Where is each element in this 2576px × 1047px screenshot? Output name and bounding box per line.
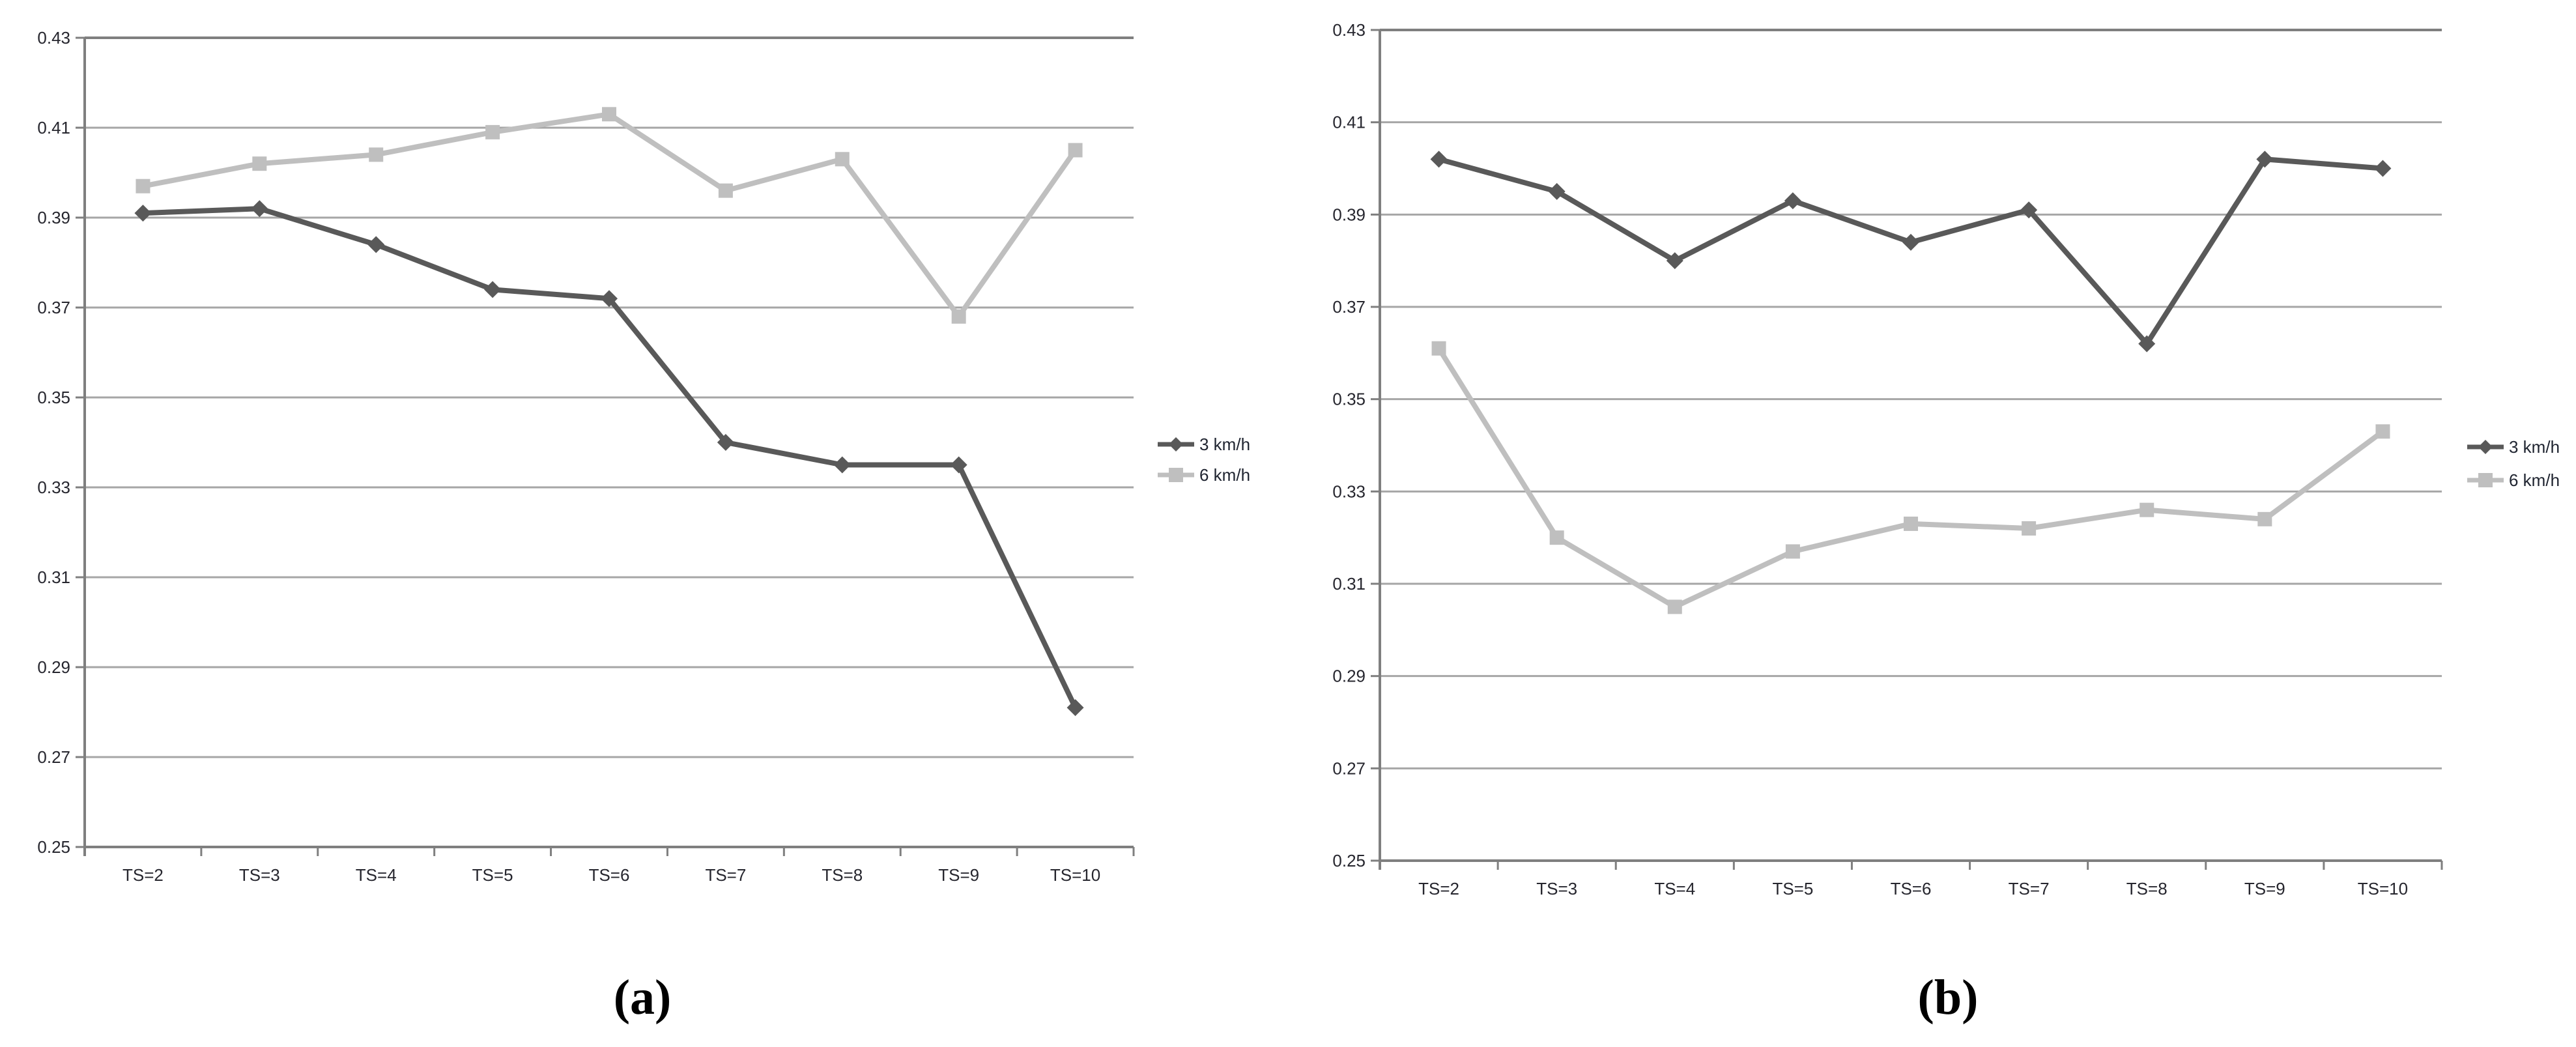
data-point-marker-diamond [833,456,851,474]
legend-label: 6 km/h [1199,465,1250,485]
data-point-marker-diamond [1066,699,1084,717]
legend-marker-diamond [2478,440,2493,454]
chart-b-canvas: 0.43 0.41 0.39 0.37 0.35 0.33 0.31 0.29 0.27 0.25… [1332,20,2560,898]
series-line-3-km-h [1438,156,2383,349]
y-axis-tick-label: 0.29 [1332,667,1366,686]
y-axis-tick-label: 0.25 [37,837,70,857]
chart-b-caption: (b) [1918,970,1979,1025]
data-point-marker-square [1549,530,1564,545]
y-axis-tick-label: 0.29 [37,657,70,677]
data-point-marker-square [718,183,733,198]
y-axis-tick-label: 0.31 [1332,574,1366,594]
data-point-marker-square [2140,502,2154,517]
x-axis-tick-label: TS=2 [1418,879,1459,898]
x-axis-tick-label: TS=7 [705,865,746,885]
data-point-marker-square [835,152,850,167]
legend-marker-diamond [1169,437,1183,452]
data-point-marker-diamond [1548,182,1566,200]
y-axis-tick-label: 0.35 [37,388,70,407]
data-point-marker-diamond [1902,233,1919,251]
y-axis-tick-label: 0.27 [1332,758,1366,778]
y-axis-tick-label: 0.27 [37,747,70,767]
y-axis-tick-label: 0.43 [37,28,70,48]
data-point-marker-diamond [1430,151,1448,168]
data-point-marker-diamond [367,236,385,253]
data-point-marker-square [369,147,384,162]
data-point-marker-square [136,179,150,194]
data-point-marker-diamond [1666,252,1683,270]
x-axis-tick-label: TS=10 [2358,879,2408,898]
data-point-marker-square [1068,143,1083,158]
data-point-marker-diamond [2020,201,2038,219]
series-line-6-km-h [1437,347,2384,610]
legend-label: 3 km/h [1199,435,1250,454]
y-axis-tick-label: 0.41 [1332,113,1366,132]
data-point-marker-square [2022,521,2037,536]
y-axis-tick-label: 0.39 [37,208,70,227]
y-axis-tick-label: 0.41 [37,118,70,137]
legend-label: 6 km/h [2509,470,2560,490]
y-axis-tick-label: 0.33 [37,478,70,497]
data-point-marker-diamond [950,456,967,474]
chart-a: 0.43 0.41 0.39 0.37 0.35 0.33 0.31 0.29 0.27 0.25… [37,28,1250,1025]
y-axis-tick-label: 0.37 [1332,297,1366,317]
data-point-marker-square [602,107,616,122]
x-axis-tick-label: TS=6 [589,865,630,885]
x-axis-tick-label: TS=5 [1772,879,1813,898]
chart-a-caption: (a) [614,970,672,1025]
data-point-marker-diamond [134,205,152,222]
x-axis-tick-label: TS=6 [1891,879,1932,898]
x-axis-tick-label: TS=9 [2244,879,2285,898]
data-point-marker-square [1904,516,1918,531]
x-axis-tick-label: TS=8 [822,865,863,885]
data-point-marker-square [951,309,966,324]
chart-a-canvas: 0.43 0.41 0.39 0.37 0.35 0.33 0.31 0.29 0.27 0.25… [37,28,1250,885]
legend-label: 3 km/h [2509,437,2560,457]
data-point-marker-diamond [2374,160,2392,177]
data-point-marker-diamond [717,434,734,451]
legend-marker-square [2478,473,2493,487]
x-axis-tick-label: TS=5 [472,865,513,885]
chart-b: 0.43 0.41 0.39 0.37 0.35 0.33 0.31 0.29 0.27 0.25… [1332,20,2560,1025]
y-axis-tick-label: 0.33 [1332,481,1366,501]
x-axis-tick-label: TS=3 [1536,879,1577,898]
data-point-marker-square [1431,341,1446,356]
data-point-marker-square [485,124,500,139]
data-point-marker-square [1785,544,1800,559]
data-point-marker-diamond [2138,335,2156,352]
y-axis-tick-label: 0.25 [1332,851,1366,870]
x-axis-tick-label: TS=10 [1050,865,1100,885]
x-axis-tick-label: TS=7 [2009,879,2050,898]
x-axis-tick-label: TS=4 [356,865,397,885]
data-point-marker-square [252,156,267,171]
x-axis-tick-label: TS=2 [122,865,164,885]
y-axis-tick-label: 0.37 [37,298,70,317]
y-axis-tick-label: 0.39 [1332,205,1366,224]
data-point-marker-square [2257,511,2272,526]
data-point-marker-diamond [2256,151,2274,168]
legend-marker-square [1169,468,1183,482]
data-point-marker-diamond [251,200,268,218]
y-axis-tick-label: 0.31 [37,567,70,587]
data-point-marker-diamond [1784,192,1801,210]
data-point-marker-square [2375,424,2390,439]
x-axis-tick-label: TS=3 [239,865,280,885]
data-point-marker-square [1667,599,1682,614]
x-axis-tick-label: TS=4 [1654,879,1695,898]
y-axis-tick-label: 0.43 [1332,20,1366,40]
y-axis-tick-label: 0.35 [1332,390,1366,409]
data-point-marker-diamond [484,281,502,298]
data-point-marker-diamond [601,290,618,308]
x-axis-tick-label: TS=8 [2126,879,2168,898]
x-axis-tick-label: TS=9 [938,865,979,885]
